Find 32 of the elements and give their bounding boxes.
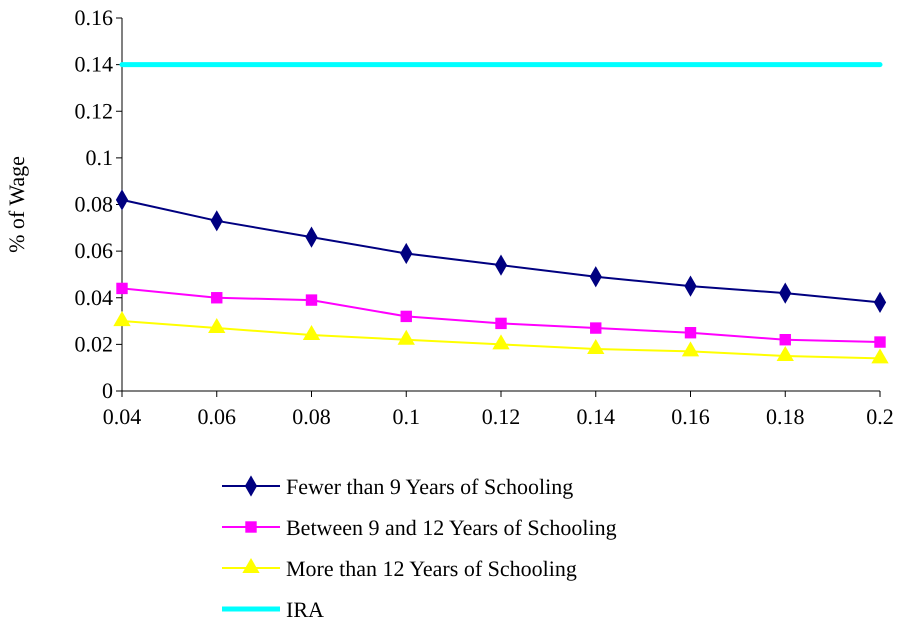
y-tick-label: 0.02 [74,331,113,356]
y-tick-label: 0.14 [74,52,113,77]
x-tick-label: 0.16 [671,404,710,430]
point [116,282,128,294]
point [400,310,412,322]
point [684,327,696,338]
point [306,294,318,306]
x-tick-label: 0.2 [866,404,894,430]
legend-label: Fewer than 9 Years of Schooling [286,474,574,499]
y-tick-label: 0.1 [86,144,113,170]
x-tick-label: 0.1 [392,404,420,430]
y-tick-label: 0.16 [74,5,113,30]
legend-label: More than 12 Years of Schooling [286,556,577,581]
x-tick-label: 0.14 [576,404,615,430]
y-tick-label: 0 [102,378,113,404]
point [780,334,791,346]
x-tick-label: 0.06 [198,404,236,430]
legend-label: IRA [286,597,324,622]
y-tick-label: 0.08 [74,192,113,217]
point [211,292,222,304]
x-tick-label: 0.08 [292,404,331,430]
x-tick-label: 0.18 [766,404,804,430]
legend-label: Between 9 and 12 Years of Schooling [286,515,617,540]
point [495,318,507,330]
y-tick-label: 0.12 [74,98,113,124]
y-tick-label: 0.04 [74,284,113,310]
y-tick-label: 0.06 [74,238,113,264]
x-tick-label: 0.04 [102,404,142,430]
point [874,336,886,348]
x-tick-label: 0.12 [482,404,520,430]
point [590,322,602,334]
y-axis-title: % of Wage [4,156,29,253]
